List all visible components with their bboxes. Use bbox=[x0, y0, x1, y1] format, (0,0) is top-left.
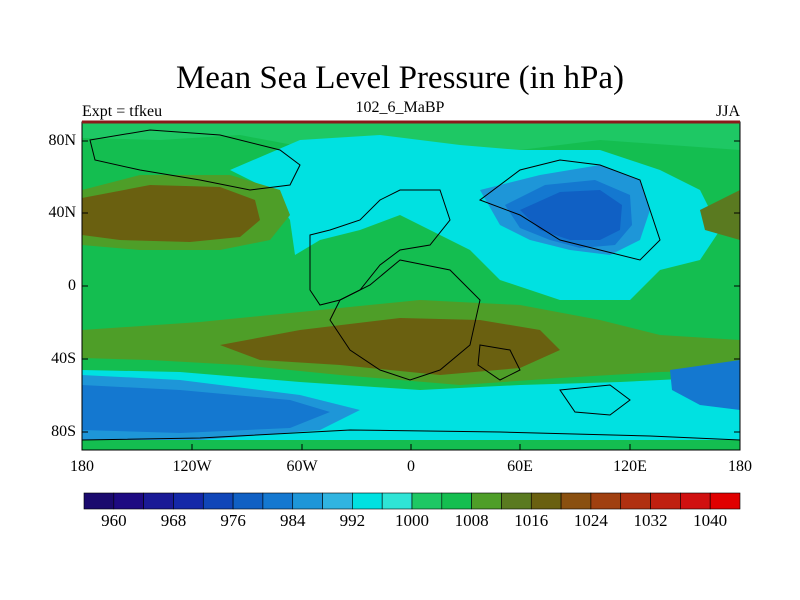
coastline bbox=[89, 129, 301, 191]
field-contour-southern-984 bbox=[82, 385, 330, 433]
x-tick-label: 180 bbox=[728, 458, 752, 475]
y-tick-label: 40S bbox=[51, 350, 76, 367]
y-tick-label: 80S bbox=[51, 423, 76, 440]
case-label: 102_6_MaBP bbox=[355, 99, 445, 116]
colorbar-tick-label: 1000 bbox=[395, 511, 429, 530]
colorbar-box bbox=[411, 492, 443, 510]
colorbar-box bbox=[262, 492, 294, 510]
colorbar-box bbox=[441, 492, 472, 510]
colorbar-box bbox=[501, 492, 532, 510]
colorbar-box bbox=[322, 492, 353, 510]
colorbar-box bbox=[352, 492, 383, 510]
field-contour-pacific-high-1020 bbox=[82, 185, 260, 242]
colorbar-tick-label: 960 bbox=[101, 511, 127, 530]
coastline bbox=[559, 384, 631, 416]
colorbar-tick-label: 992 bbox=[339, 511, 366, 530]
colorbar-box bbox=[143, 492, 174, 510]
colorbar-tick-label: 1040 bbox=[693, 511, 728, 530]
field-contour-pacific-south-low bbox=[670, 360, 740, 410]
colorbar-box bbox=[650, 492, 681, 510]
colorbar-box bbox=[530, 492, 562, 510]
y-axis-ticks bbox=[82, 140, 740, 433]
colorbar-box bbox=[590, 492, 622, 510]
y-tick-label: 40N bbox=[48, 204, 76, 221]
colorbar-box bbox=[83, 492, 115, 510]
coastline bbox=[477, 344, 521, 381]
colorbar-box bbox=[620, 492, 651, 510]
x-axis-ticks bbox=[81, 444, 741, 450]
colorbar-tick-label: 1008 bbox=[454, 511, 489, 530]
field-contour-asian-low-976 bbox=[520, 190, 622, 240]
pressure-field bbox=[82, 122, 740, 450]
colorbar-box bbox=[173, 492, 204, 510]
field-contour-south-belt-1020 bbox=[220, 318, 560, 375]
colorbar-tick-label: 976 bbox=[220, 511, 246, 530]
x-tick-label: 120E bbox=[613, 458, 647, 475]
colorbar-tick-label: 968 bbox=[160, 511, 187, 530]
y-tick-label: 80N bbox=[48, 132, 76, 149]
colorbar-tick-label: 1032 bbox=[633, 511, 668, 530]
x-tick-label: 0 bbox=[407, 458, 415, 475]
colorbar-box bbox=[560, 492, 592, 510]
colorbar bbox=[83, 492, 741, 510]
coastline bbox=[478, 159, 661, 261]
x-tick-label: 60E bbox=[507, 458, 533, 475]
coastline bbox=[82, 429, 740, 441]
x-tick-label: 180 bbox=[70, 458, 94, 475]
colorbar-tick-label: 984 bbox=[279, 511, 306, 530]
colorbar-box bbox=[232, 492, 264, 510]
colorbar-tick-label: 1016 bbox=[514, 511, 549, 530]
coastline bbox=[329, 259, 481, 381]
field-contour-east-high bbox=[700, 190, 740, 240]
colorbar-box bbox=[381, 492, 413, 510]
y-tick-label: 0 bbox=[68, 277, 76, 294]
chart-title: Mean Sea Level Pressure (in hPa) bbox=[175, 60, 625, 96]
colorbar-box bbox=[202, 492, 234, 510]
colorbar-box bbox=[680, 492, 711, 510]
x-tick-label: 120W bbox=[172, 458, 212, 475]
coastline bbox=[309, 189, 451, 306]
colorbar-tick-label: 1024 bbox=[573, 511, 608, 530]
x-tick-label: 60W bbox=[286, 458, 318, 475]
colorbar-box bbox=[113, 492, 144, 510]
experiment-label: Expt = tfkeu bbox=[82, 103, 163, 120]
colorbar-box bbox=[471, 492, 502, 510]
colorbar-box bbox=[292, 492, 323, 510]
season-label: JJA bbox=[715, 103, 740, 120]
colorbar-box bbox=[709, 492, 741, 510]
